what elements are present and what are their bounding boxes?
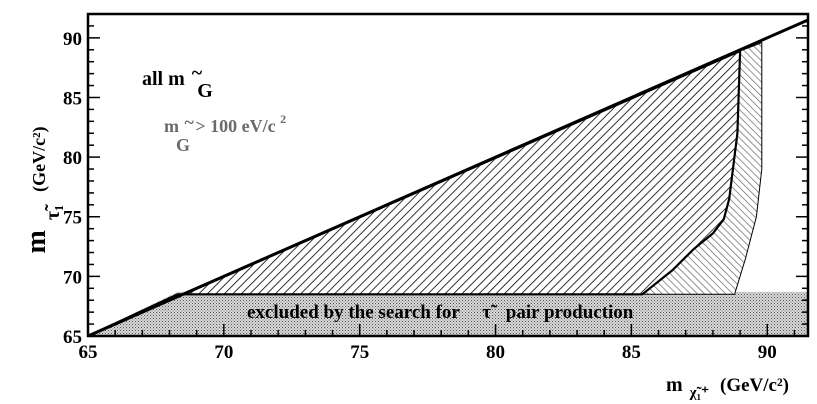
x-tick-label: 85 [622,342,641,363]
kinematic-limit-line [87,18,809,338]
annotation-mg-100: m ~ > 100 eV/c 2 [164,112,286,136]
y-tick-label: 85 [63,88,82,109]
x-tick-label: 90 [758,342,777,363]
x-tick-label: 70 [214,342,233,363]
x-tick-label: 75 [350,342,369,363]
annotation-mg-100-sub: G [176,135,190,155]
band-label: excluded by the search for τ̃ pair produ… [247,302,634,323]
ticks-layer: 65 70 75 80 85 90 65 70 75 80 85 90 [63,13,808,363]
y-tick-label: 80 [63,148,82,169]
y-tick-label: 75 [63,208,82,229]
annotation-all-mg: all m ~ G [142,62,213,102]
x-axis-title: m χ̃₁⁺ (GeV/c²) [666,374,789,402]
y-axis-title: m τ̃₁ (GeV/c²) [21,127,66,254]
svg-text:m τ̃₁ (GeV/c²): m τ̃₁ (GeV/c²) [21,127,66,254]
x-tick-label: 65 [79,342,98,363]
y-tick-label: 90 [63,29,82,50]
regions-layer [87,41,808,338]
y-tick-label: 65 [63,327,82,348]
y-tick-label: 70 [63,267,82,288]
plot-frame [86,12,810,338]
x-tick-label: 80 [486,342,505,363]
region-stipple [88,291,808,336]
